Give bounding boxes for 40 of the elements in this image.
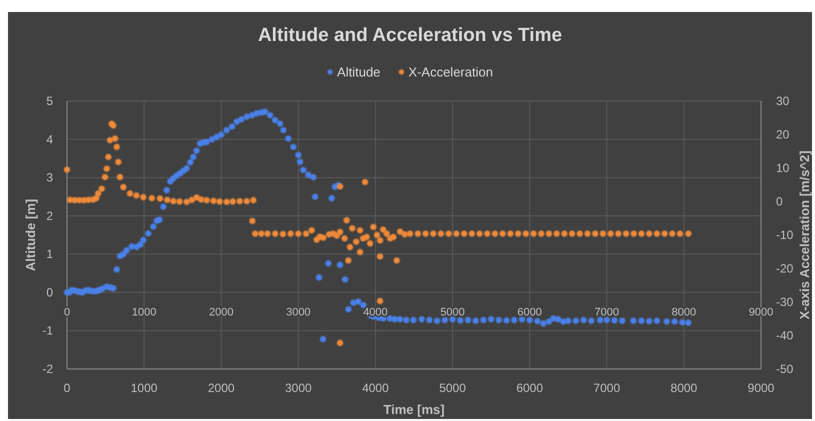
x-axis-title: Time [ms]: [383, 402, 445, 416]
y2-tick-label: -40: [776, 328, 794, 342]
y-tick-label: 2: [46, 208, 54, 223]
y2-tick-label: 0: [776, 194, 783, 208]
y-tick-label: 0: [46, 285, 54, 300]
x2-tick-label: 6000: [517, 306, 542, 318]
x2-tick-label: 8000: [672, 306, 696, 318]
x-tick-label: 9000: [748, 381, 775, 395]
y2-tick-label: -30: [776, 295, 794, 309]
legend-label: X-Acceleration: [408, 64, 493, 80]
x-tick-label: 5000: [439, 381, 466, 395]
x2-tick-label: 1000: [132, 306, 156, 318]
x-tick-label: 6000: [516, 381, 544, 395]
y-axis-title: Altitude [m]: [22, 198, 38, 272]
x-tick-label: 3000: [284, 381, 312, 395]
x-tick-label: 0: [64, 381, 71, 395]
y2-tick-label: -20: [776, 262, 794, 276]
legend-label: Altitude: [337, 64, 380, 80]
x-tick-label: 2000: [208, 381, 235, 395]
y2-tick-label: 30: [776, 94, 790, 108]
y-tick-label: 1: [46, 247, 54, 262]
x-tick-label: 4000: [362, 381, 390, 395]
chart-title: Altitude and Acceleration vs Time: [258, 25, 562, 46]
y2-tick-label: -50: [776, 362, 794, 376]
x-tick-label: 8000: [670, 381, 698, 395]
x2-tick-label: 3000: [286, 306, 311, 318]
y2-tick-label: 20: [776, 128, 790, 142]
y-tick-label: -1: [42, 324, 54, 338]
y2-tick-label: -10: [776, 228, 794, 242]
x2-tick-label: 7000: [594, 306, 620, 318]
y-tick-label: 5: [46, 94, 54, 108]
x2-tick-label: 5000: [440, 306, 465, 318]
x2-tick-label: 2000: [208, 306, 234, 318]
y-tick-label: -2: [42, 362, 54, 376]
y-tick-label: 4: [46, 132, 54, 146]
y2-axis-title: X-axis Acceleration [m/s^2]: [796, 150, 812, 320]
x-tick-label: 1000: [130, 381, 158, 395]
y2-tick-label: 10: [776, 161, 790, 175]
y-tick-label: 3: [46, 170, 54, 185]
x-tick-label: 7000: [593, 381, 620, 395]
